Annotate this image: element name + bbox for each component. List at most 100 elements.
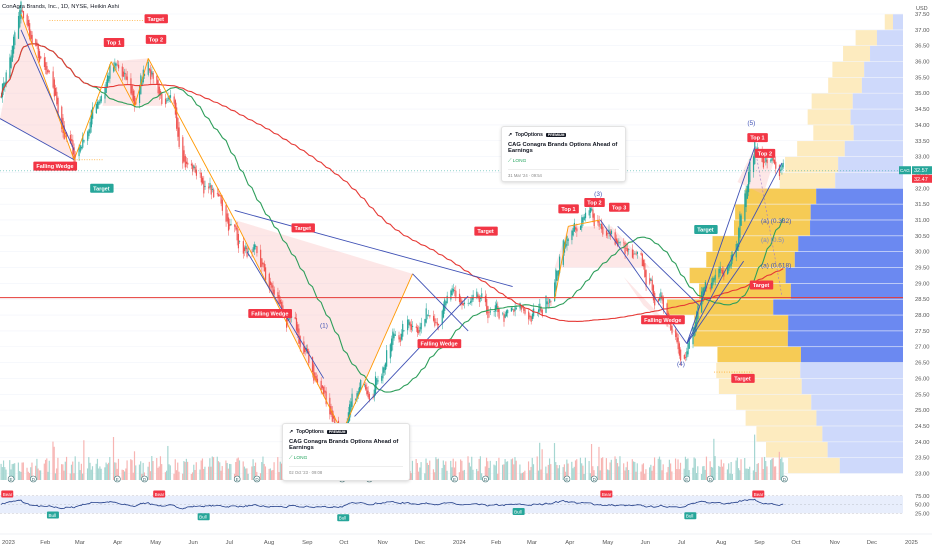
volume-bar	[446, 470, 448, 480]
volume-bar	[677, 459, 679, 480]
candle-body	[634, 253, 636, 255]
volume-bar	[254, 462, 257, 480]
candle-body	[720, 269, 723, 271]
volume-bar	[495, 461, 498, 480]
candle-body	[600, 223, 603, 230]
idea-title[interactable]: CAG Conagra Brands Options Ahead of Earn…	[289, 439, 399, 451]
candle-body	[704, 281, 706, 292]
vp-bar-down	[853, 125, 903, 141]
bull-label-bg	[512, 508, 525, 515]
volume-bar	[467, 456, 469, 480]
candle-body	[210, 185, 212, 195]
price-tick: 33.50	[915, 139, 930, 145]
volume-bar	[731, 473, 733, 480]
volume-bar	[709, 461, 711, 480]
candle-body	[351, 393, 353, 407]
vp-bar-down	[850, 109, 903, 125]
top2-label: Top 2	[149, 37, 163, 43]
volume-bar	[22, 462, 24, 480]
volume-bar	[11, 464, 13, 480]
candle-body	[740, 215, 742, 226]
volume-bar	[641, 464, 643, 480]
candle-body	[782, 162, 784, 168]
time-tick: Apr	[113, 540, 122, 546]
volume-bar	[140, 461, 142, 480]
candle-body	[355, 398, 357, 401]
candle-body	[323, 386, 325, 395]
volume-bar	[539, 442, 541, 480]
candle-body	[236, 227, 238, 241]
candle-body	[360, 379, 362, 391]
candle-body	[640, 252, 642, 255]
volume-bar	[605, 458, 607, 480]
candle-body	[718, 269, 720, 278]
candle-body	[450, 290, 452, 300]
volume-bar	[625, 467, 627, 480]
price-tick: 29.00	[915, 281, 930, 287]
candle-body	[193, 165, 195, 169]
volume-bar	[710, 466, 712, 480]
volume-bar	[262, 456, 264, 480]
candle-body	[269, 281, 272, 285]
volume-bar	[436, 459, 438, 480]
candle-body	[226, 213, 228, 222]
volume-bar	[147, 466, 149, 480]
time-tick: Jun	[189, 540, 198, 546]
candle-body	[329, 397, 331, 415]
volume-bar	[702, 466, 704, 480]
earnings-marker-circle	[7, 475, 15, 483]
candle-body	[762, 155, 765, 168]
volume-bar	[511, 458, 514, 480]
idea-author: TopOptions	[296, 429, 324, 435]
volume-bar	[671, 471, 673, 480]
candle-body	[687, 343, 689, 355]
volume-bar	[26, 467, 28, 480]
candle-body	[227, 217, 230, 231]
idea-title[interactable]: CAG Conagra Brands Options Ahead of Earn…	[508, 142, 618, 154]
candle-body	[415, 326, 417, 329]
candle-body	[645, 270, 647, 287]
volume-bar	[541, 449, 543, 480]
volume-bar	[235, 461, 237, 480]
candle-body	[558, 256, 561, 274]
candle-body	[546, 301, 548, 305]
bull-label: Bull	[48, 513, 56, 518]
price-axis[interactable]: 37.50 37.00 36.50 36.00 35.50 35.00 34.50 34.00…	[899, 0, 932, 550]
candle-body	[71, 139, 73, 142]
candle-body	[605, 230, 608, 236]
candle-body	[453, 290, 456, 292]
price-tick: 30.00	[915, 250, 930, 256]
volume-bar	[279, 461, 281, 480]
idea-card-2[interactable]: ↗ TopOptions PREMIUM CAG Conagra Brands Op…	[282, 423, 410, 481]
candle-body	[376, 378, 378, 385]
volume-bar	[57, 457, 59, 480]
volume-bar	[712, 467, 714, 480]
volume-bar	[450, 460, 452, 480]
volume-bar	[109, 456, 111, 480]
candle-body	[10, 55, 12, 68]
fib-0382-label: (a) (0.382)	[761, 218, 791, 225]
volume-bar	[504, 459, 506, 480]
time-axis[interactable]: 2023 Feb Mar Apr May Jun Jul Aug Sep Oct Nov Dec 202…	[0, 533, 932, 546]
earnings-marker: E	[453, 477, 456, 482]
wedge-line	[354, 295, 469, 417]
volume-bar	[479, 456, 481, 480]
candle-body	[738, 228, 740, 248]
candle-body	[746, 185, 748, 199]
volume-bar	[515, 460, 517, 480]
volume-bar	[233, 473, 236, 480]
volume-bar	[773, 466, 775, 480]
volume-bar	[650, 464, 652, 480]
target-label: Target	[753, 283, 770, 289]
top1-label: Top 1	[561, 207, 575, 213]
idea-card-1[interactable]: ↗ TopOptions PREMIUM CAG Conagra Brands Op…	[501, 126, 626, 182]
volume-bar	[174, 459, 176, 480]
fib-0618-label: (a) (0.618)	[761, 263, 791, 270]
price-tick: 37.00	[915, 28, 930, 34]
volume-bar	[221, 466, 223, 480]
volume-bar	[697, 466, 699, 480]
volume-bar	[191, 472, 194, 480]
candle-body	[304, 347, 306, 352]
volume-bar	[683, 468, 685, 480]
